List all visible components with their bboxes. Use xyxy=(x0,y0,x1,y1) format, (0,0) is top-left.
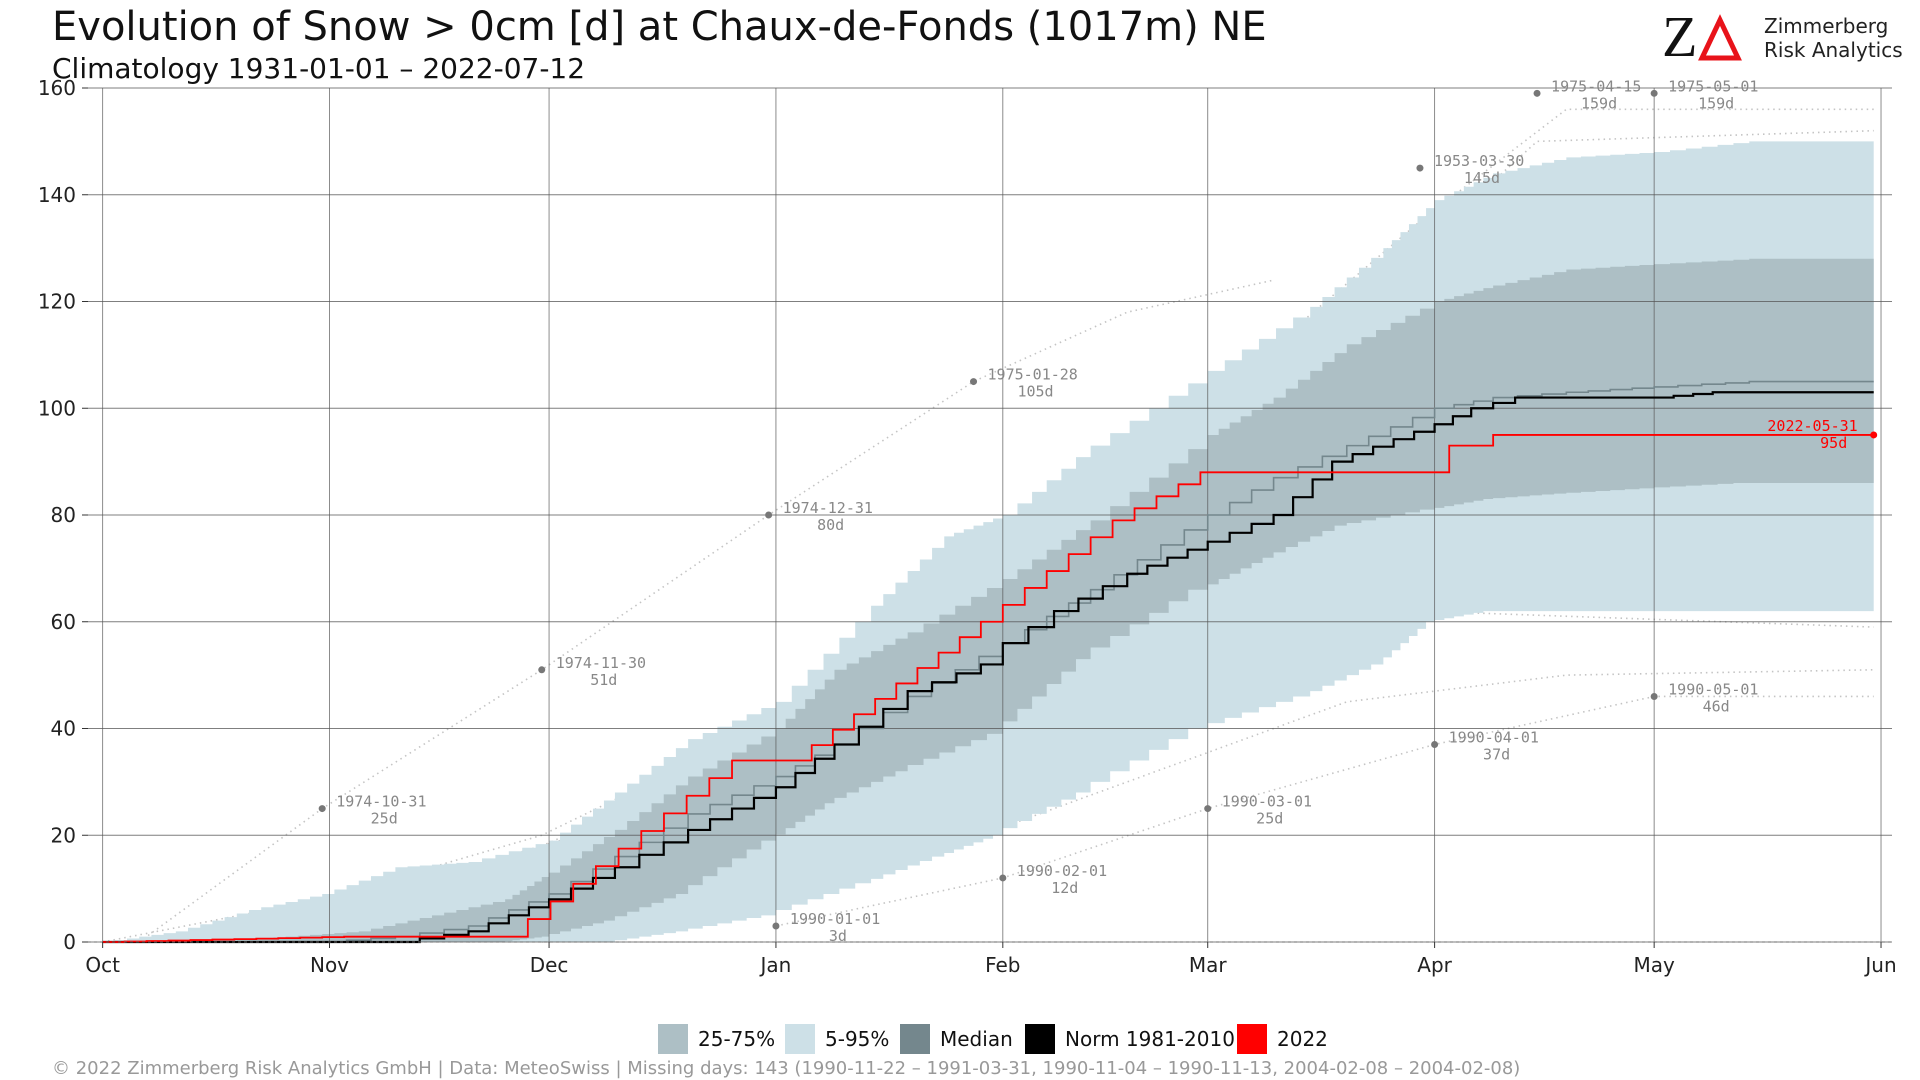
annotation-date: 1990-01-01 xyxy=(790,910,880,928)
x-tick-label: Apr xyxy=(1417,953,1452,977)
y-tick-label: 60 xyxy=(51,610,76,634)
annotation-value: 12d xyxy=(1051,879,1078,897)
annotation-date: 2022-05-31 xyxy=(1767,417,1857,435)
x-tick-label: Jan xyxy=(759,953,792,977)
annotation-date: 1990-03-01 xyxy=(1222,793,1312,811)
y-tick-label: 100 xyxy=(38,396,76,420)
annotations: 1974-10-3125d1974-11-3051d1974-12-3180d1… xyxy=(318,77,1878,945)
x-tick-label: Oct xyxy=(85,953,120,977)
annotation-date: 1974-11-30 xyxy=(556,654,646,672)
annotation-date: 1975-05-01 xyxy=(1668,77,1758,95)
y-tick-label: 160 xyxy=(38,76,76,100)
annotation-date: 1990-04-01 xyxy=(1449,729,1539,747)
legend-label: Median xyxy=(940,1027,1013,1051)
trajectory-line xyxy=(775,695,1874,927)
annotation-point xyxy=(765,511,773,519)
annotation-point xyxy=(1650,692,1658,700)
annotation-value: 37d xyxy=(1483,746,1510,764)
annotation-value: 159d xyxy=(1698,94,1734,112)
legend-label: 2022 xyxy=(1277,1027,1328,1051)
legend-swatch xyxy=(1025,1024,1055,1054)
band-25-75 xyxy=(102,258,1874,942)
annotation-date: 1975-04-15 xyxy=(1551,77,1641,95)
x-tick-label: May xyxy=(1633,953,1675,977)
annotation-date: 1953-03-30 xyxy=(1434,152,1524,170)
x-tick-label: Dec xyxy=(530,953,569,977)
legend-swatch xyxy=(658,1024,688,1054)
brand-logo: Z xyxy=(1662,10,1742,69)
y-tick-label: 20 xyxy=(51,823,76,847)
x-tick-label: Feb xyxy=(985,953,1020,977)
annotation-value: 46d xyxy=(1703,697,1730,715)
legend-item: Median xyxy=(900,1022,1013,1056)
axes: 0 20 40 60 80 100 120 140 160 Oct Nov Dec Jan Feb Mar A… xyxy=(38,76,1897,977)
annotation-point xyxy=(1533,89,1541,97)
grid xyxy=(88,87,1892,943)
annotation-date: 1990-02-01 xyxy=(1017,862,1107,880)
x-tick-label: Mar xyxy=(1189,953,1228,977)
annotation-value: 25d xyxy=(1256,810,1283,828)
annotation-point xyxy=(1416,164,1424,172)
legend-item: 25-75% xyxy=(658,1022,775,1056)
x-tick-label: Jun xyxy=(1863,953,1896,977)
legend-swatch xyxy=(900,1024,930,1054)
svg-text:Z: Z xyxy=(1662,10,1697,69)
annotation-point xyxy=(1431,741,1439,749)
legend-swatch xyxy=(1237,1024,1267,1054)
legend-item: 5-95% xyxy=(785,1022,889,1056)
annotation-point xyxy=(970,378,978,386)
chart-title: Evolution of Snow > 0cm [d] at Chaux-de-… xyxy=(52,4,1267,50)
footer-credits: © 2022 Zimmerberg Risk Analytics GmbH | … xyxy=(52,1058,1521,1079)
brand-name: Zimmerberg Risk Analytics xyxy=(1764,14,1903,62)
annotation-value: 95d xyxy=(1820,434,1847,452)
legend: 25-75% 5-95% Median Norm 1981-2010 2022 xyxy=(0,1022,1920,1056)
annotation-point xyxy=(538,666,546,674)
series-2022-line xyxy=(102,434,1874,943)
annotation-value: 159d xyxy=(1581,94,1617,112)
annotation-point xyxy=(318,805,326,813)
y-tick-label: 140 xyxy=(38,183,76,207)
y-tick-label: 40 xyxy=(51,717,76,741)
y-tick-label: 0 xyxy=(63,930,76,954)
annotation-value: 25d xyxy=(371,810,398,828)
snow-days-chart: 1974-10-3125d1974-11-3051d1974-12-3180d1… xyxy=(38,76,1897,977)
annotation-date: 1990-05-01 xyxy=(1668,680,1758,698)
annotation-date: 1974-12-31 xyxy=(783,499,873,517)
legend-label: Norm 1981-2010 xyxy=(1065,1027,1235,1051)
legend-swatch xyxy=(785,1024,815,1054)
legend-item: Norm 1981-2010 xyxy=(1025,1022,1235,1056)
annotation-point xyxy=(772,922,780,930)
brand-line2: Risk Analytics xyxy=(1764,38,1903,62)
y-tick-label: 80 xyxy=(51,503,76,527)
annotation-point xyxy=(1204,805,1212,813)
brand-line1: Zimmerberg xyxy=(1764,14,1889,38)
annotation-value: 51d xyxy=(590,671,617,689)
annotation-value: 80d xyxy=(817,516,844,534)
legend-label: 5-95% xyxy=(825,1027,890,1051)
delta-icon xyxy=(1698,14,1742,61)
annotation-value: 105d xyxy=(1017,383,1053,401)
annotation-point xyxy=(1650,89,1658,97)
y-tick-label: 120 xyxy=(38,290,76,314)
series-norm-1981-2010-line xyxy=(102,391,1874,944)
annotation-date: 1974-10-31 xyxy=(336,793,426,811)
annotation-point xyxy=(1870,431,1878,439)
annotation-value: 3d xyxy=(829,927,847,945)
annotation-point xyxy=(999,874,1007,882)
annotation-date: 1975-01-28 xyxy=(988,366,1078,384)
x-tick-label: Nov xyxy=(310,953,349,977)
legend-item: 2022 xyxy=(1237,1022,1328,1056)
annotation-value: 145d xyxy=(1464,169,1500,187)
chart-subtitle: Climatology 1931-01-01 – 2022-07-12 xyxy=(52,52,586,85)
legend-label: 25-75% xyxy=(698,1027,776,1051)
